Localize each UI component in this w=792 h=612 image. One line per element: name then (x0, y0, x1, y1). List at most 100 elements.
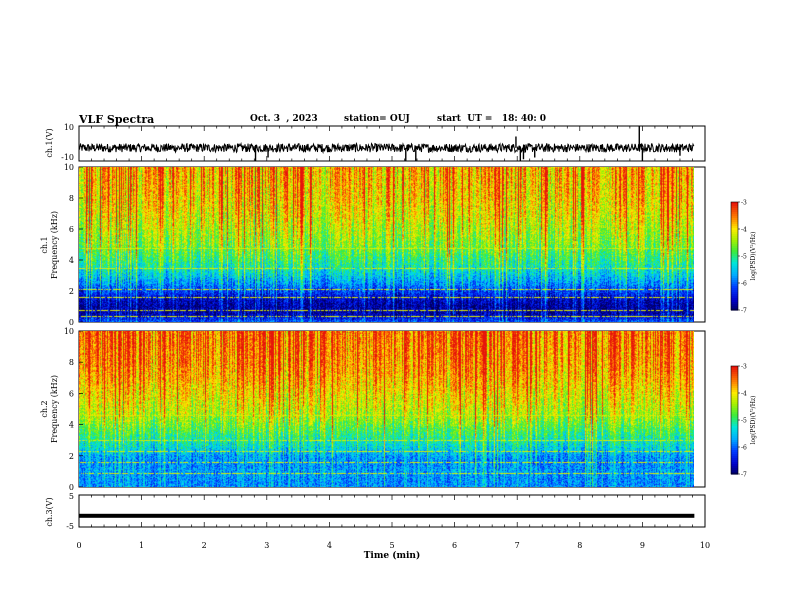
colorbar-tick-label: -5 (741, 254, 747, 261)
time-tick-label: 6 (452, 541, 457, 550)
colorbar-step (731, 254, 738, 257)
colorbar-step (731, 300, 738, 303)
colorbar-step (731, 204, 738, 207)
colorbar-step (731, 248, 738, 251)
colorbar-tick-label: -7 (741, 308, 747, 315)
colorbar-step (731, 406, 738, 409)
colorbar-step (731, 388, 738, 391)
time-tick-label: 9 (640, 541, 645, 550)
time-tick-label: 10 (700, 541, 710, 550)
time-tick-label: 1 (139, 541, 144, 550)
time-tick-label: 2 (202, 541, 207, 550)
colorbar-step (731, 398, 738, 401)
colorbar-step (731, 256, 738, 259)
colorbar-step (731, 442, 738, 445)
time-axis-label: Time (min) (364, 550, 421, 561)
colorbar-step (731, 376, 738, 379)
colorbar-step (731, 308, 738, 311)
colorbar-step (731, 274, 738, 277)
colorbar-step (731, 208, 738, 211)
colorbar-step (731, 302, 738, 305)
colorbar-step (731, 372, 738, 375)
ch1-colorbar: -3 -4 -5 -6 -7 log(PSD)(V²/Hz) (730, 200, 757, 315)
colorbar-step (731, 384, 738, 387)
time-tick-label: 0 (76, 541, 81, 550)
colorbar-step (731, 238, 738, 241)
colorbar-step (731, 382, 738, 385)
colorbar-step (731, 370, 738, 373)
colorbar-step (731, 410, 738, 413)
colorbar-step (731, 458, 738, 461)
colorbar-step (731, 412, 738, 415)
colorbar-step (731, 460, 738, 463)
colorbar-step (731, 278, 738, 281)
ch2-spectrogram-yticks: 0 2 4 6 8 10 (64, 327, 83, 492)
colorbar-step (731, 374, 738, 377)
colorbar-step (731, 288, 738, 291)
colorbar-step (731, 424, 738, 427)
colorbar-step (731, 472, 738, 475)
time-tick-label: 4 (327, 541, 332, 550)
colorbar-step (731, 400, 738, 403)
colorbar-step (731, 230, 738, 233)
colorbar-step (731, 214, 738, 217)
colorbar-step (731, 268, 738, 271)
station-label: station= OUJ (344, 114, 410, 124)
ch1-spectrogram-image (79, 167, 694, 322)
panel-frame-0 (78, 125, 706, 162)
ch3-waveform-trace (79, 513, 695, 518)
ch1-spectrogram-ylabel: ch.1 Frequency (kHz) (40, 211, 59, 279)
colorbar-step (731, 240, 738, 243)
colorbar-step (731, 252, 738, 255)
colorbar-step (731, 450, 738, 453)
time-tick-label: 7 (515, 541, 520, 550)
colorbar-step (731, 378, 738, 381)
recording-date: Oct. 3 , 2023 (250, 114, 318, 124)
colorbar-step (731, 286, 738, 289)
ytick-label: 6 (69, 225, 74, 234)
colorbar-step (731, 280, 738, 283)
colorbar-step (731, 402, 738, 405)
colorbar-step (731, 294, 738, 297)
colorbar-step (731, 408, 738, 411)
ch2-colorbar: -3 -4 -5 -6 -7 log(PSD)(V²/Hz) (730, 364, 757, 479)
colorbar-step (731, 432, 738, 435)
ytick-label: 6 (69, 389, 74, 398)
colorbar-tick-label: -3 (741, 364, 747, 371)
colorbar-step (731, 448, 738, 451)
colorbar-step (731, 446, 738, 449)
colorbar-step (731, 206, 738, 209)
colorbar-tick-label: -7 (741, 472, 747, 479)
colorbar-step (731, 264, 738, 267)
chart-title: VLF Spectra (79, 113, 155, 126)
colorbar-label: log(PSD)(V²/Hz) (750, 232, 757, 281)
ytick-label: 10 (64, 327, 74, 336)
ytick-label: 4 (69, 421, 74, 430)
colorbar-step (731, 266, 738, 269)
ch2-ylabel-channel: ch.2 (40, 400, 49, 417)
colorbar-step (731, 430, 738, 433)
colorbar-tick-label: -3 (741, 200, 747, 207)
colorbar-step (731, 224, 738, 227)
ytick-label: 4 (69, 256, 74, 265)
colorbar-step (731, 380, 738, 383)
ytick-label: 2 (69, 287, 74, 296)
ch1-ylabel-channel: ch.1 (40, 236, 49, 253)
colorbar-step (731, 212, 738, 215)
colorbar-step (731, 404, 738, 407)
colorbar-step (731, 368, 738, 371)
ch3-ytick-bottom: -5 (66, 522, 74, 531)
colorbar-step (731, 436, 738, 439)
ch3-ytick-top: 5 (69, 492, 74, 501)
ytick-label: 8 (69, 194, 74, 203)
colorbar-tick-label: -4 (741, 391, 747, 398)
colorbar-step (731, 244, 738, 247)
colorbar-step (731, 454, 738, 457)
colorbar-step (731, 234, 738, 237)
ch3-waveform-panel: 5 -5 ch.3(V) (45, 492, 695, 531)
ytick-label: 10 (64, 163, 74, 172)
colorbar-step (731, 420, 738, 423)
colorbar-step (731, 428, 738, 431)
colorbar-step (731, 262, 738, 265)
